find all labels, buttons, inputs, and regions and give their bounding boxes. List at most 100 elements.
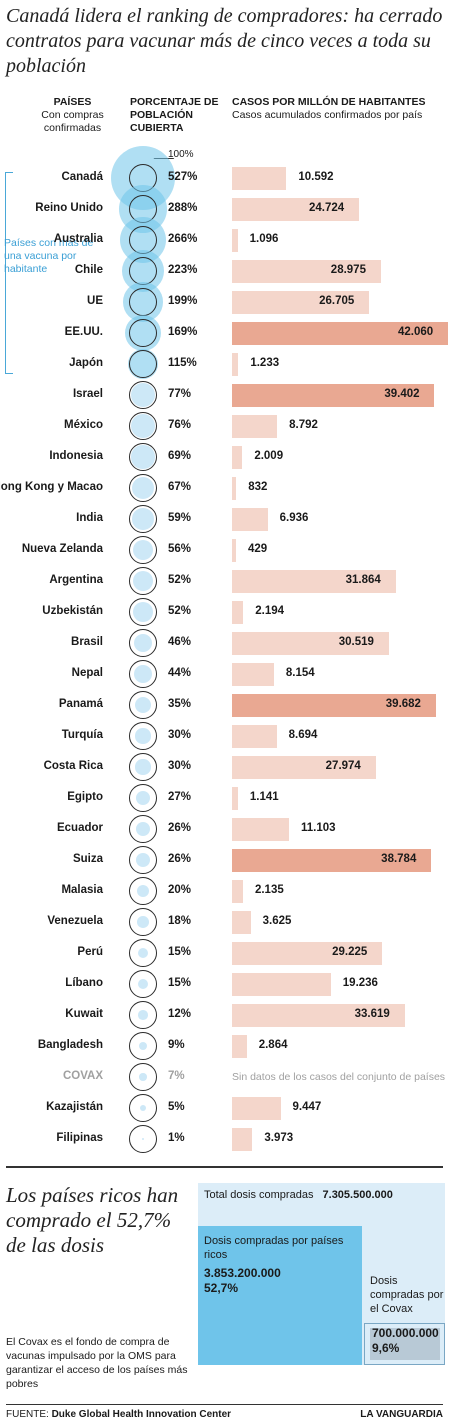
chart-row: Japón 115% 1.233: [0, 349, 449, 380]
country-label: Perú: [77, 946, 103, 958]
country-label: Costa Rica: [43, 760, 103, 772]
chart-row: EE.UU. 169% 42.060: [0, 314, 449, 352]
country-label: Ecuador: [56, 822, 103, 834]
country-label: Bangladesh: [37, 1039, 103, 1051]
cases-value: 429: [248, 543, 268, 555]
pct-label: 67%: [168, 481, 192, 493]
cases-bar: [232, 570, 396, 593]
country-label: Líbano: [65, 977, 103, 989]
cases-bar: [232, 260, 381, 283]
cases-bar: [232, 725, 277, 748]
pct-label: 115%: [168, 357, 197, 369]
treemap-total-text: Total dosis compradas 7.305.500.000: [204, 1188, 444, 1202]
treemap-rich: [198, 1226, 362, 1365]
reference-circle-100: [129, 939, 157, 967]
cases-value: 30.519: [338, 636, 374, 648]
pct-label: 26%: [168, 822, 192, 834]
reference-circle-100: [129, 1094, 157, 1122]
country-label: Indonesia: [49, 450, 103, 462]
country-label: Chile: [74, 264, 103, 276]
pct-label: 52%: [168, 605, 192, 617]
cases-bar: [232, 911, 251, 934]
cases-bar: [232, 1035, 247, 1058]
chart-row: Egipto 27% 1.141: [0, 783, 449, 814]
country-label: India: [76, 512, 103, 524]
cases-header-title: CASOS POR MILLÓN DE HABITANTES: [232, 96, 426, 108]
pct-label: 76%: [168, 419, 192, 431]
cases-value: 28.975: [330, 264, 366, 276]
pct-label: 69%: [168, 450, 192, 462]
cases-bar: [232, 446, 243, 469]
source-prefix: FUENTE:: [6, 1409, 49, 1420]
cases-bar: [232, 880, 243, 903]
chart-row: COVAX 7% Sin datos de los casos del conjun…: [0, 1062, 449, 1093]
chart-row: Costa Rica 30% 27.974: [0, 752, 449, 783]
chart-title: Canadá lidera el ranking de compradores:…: [6, 5, 443, 77]
pct-label: 46%: [168, 636, 192, 648]
chart-row: Perú 15% 29.225: [0, 938, 449, 969]
cases-bar: [232, 322, 448, 345]
cases-value: 3.973: [264, 1132, 294, 1144]
chart-row: India 59% 6.936: [0, 504, 449, 535]
pct-label: 288%: [168, 202, 198, 214]
cases-value: 11.103: [301, 822, 336, 834]
country-label: Venezuela: [47, 915, 103, 927]
chart-row: Uzbekistán 52% 2.194: [0, 597, 449, 628]
pct-header-title: PORCENTAJE DE POBLACIÓN CUBIERTA: [130, 96, 219, 134]
pct-label: 9%: [168, 1039, 185, 1051]
covax-pct: 9,6%: [372, 1341, 400, 1355]
chart-row: Turquía 30% 8.694: [0, 721, 449, 752]
chart-row: Kuwait 12% 33.619: [0, 1000, 449, 1031]
pct-label: 5%: [168, 1101, 185, 1113]
chart-row: Australia 266% 1.096: [0, 217, 449, 263]
cases-bar: [232, 942, 383, 965]
reference-circle-100: [129, 412, 157, 440]
covax-note: El Covax es el fondo de compra de vacuna…: [6, 1336, 188, 1390]
source-name: Duke Global Health Innovation Center: [51, 1409, 232, 1420]
chart-row: Argentina 52% 31.864: [0, 566, 449, 597]
cases-value: 832: [248, 481, 268, 493]
pct-label: 59%: [168, 512, 192, 524]
country-label: Kuwait: [65, 1008, 103, 1020]
rich-value: 3.853.200.000: [204, 1266, 281, 1280]
cases-value: 42.060: [398, 326, 434, 338]
reference-circle-100: [129, 1125, 157, 1153]
rich-pct: 52,7%: [204, 1281, 239, 1295]
cases-value: 2.135: [254, 884, 284, 896]
pct-label: 18%: [168, 915, 192, 927]
pct-label: 77%: [168, 388, 192, 400]
pct-label: 56%: [168, 543, 192, 555]
chart-row: Ecuador 26% 11.103: [0, 814, 449, 845]
countries-header-sub: Con compras confirmadas: [41, 109, 104, 134]
chart-row: Reino Unido 288% 24.724: [0, 185, 449, 233]
chart-row: Suiza 26% 38.784: [0, 845, 449, 876]
country-label: Turquía: [61, 729, 103, 741]
cases-bar: [232, 756, 376, 779]
reference-circle-100: [129, 753, 157, 781]
cases-bar: [232, 663, 274, 686]
reference-circle-100: [129, 257, 157, 285]
country-label: Israel: [72, 388, 103, 400]
cases-value: 19.236: [342, 977, 378, 989]
treemap-covax-frame: [364, 1323, 445, 1365]
covax-label: Dosis compradas por el Covax: [370, 1275, 444, 1315]
reference-circle-100: [129, 629, 157, 657]
cases-bar: [232, 632, 389, 655]
chart-row: Nepal 44% 8.154: [0, 659, 449, 690]
pct-label: 15%: [168, 977, 192, 989]
pct-label: 44%: [168, 667, 192, 679]
chart-row: Líbano 15% 19.236: [0, 969, 449, 1000]
country-label: Nepal: [71, 667, 103, 679]
cases-value: 2.009: [254, 450, 284, 462]
pct-label: 527%: [168, 171, 198, 183]
country-label: Malasia: [61, 884, 103, 896]
country-label: Uzbekistán: [42, 605, 103, 617]
covax-value: 700.000.000: [372, 1326, 439, 1340]
chart-row: Canadá 527% 10.592: [0, 145, 449, 211]
cases-bar: [232, 384, 435, 407]
cases-value: 2.864: [258, 1039, 288, 1051]
cases-value: 27.974: [325, 760, 361, 772]
countries-header: PAÍSES Con compras confirmadas: [30, 96, 115, 135]
pct-label: 12%: [168, 1008, 192, 1020]
total-label: Total dosis compradas: [204, 1189, 314, 1201]
